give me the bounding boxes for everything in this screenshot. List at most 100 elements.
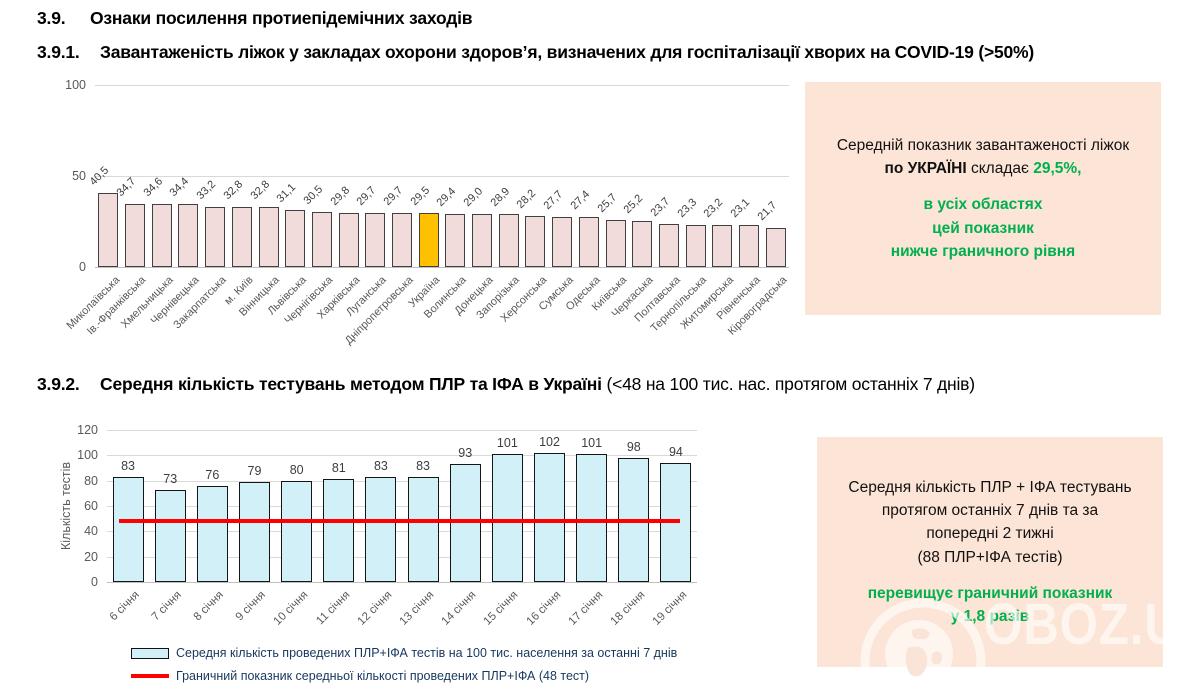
bar-highlight-ukraine — [418, 213, 439, 267]
value-label: 27,4 — [568, 188, 592, 213]
bar — [98, 193, 119, 267]
panel-conclusion: перевищує граничний показник у 1,8 разів — [817, 582, 1163, 629]
value-label: 28,9 — [488, 185, 512, 210]
gridline — [107, 582, 697, 583]
bar — [605, 220, 626, 267]
subsection-title-bold: Середня кількість тестувань методом ПЛР … — [100, 374, 602, 394]
summary-panel-beds: Середній показник завантаженості ліжок п… — [805, 82, 1161, 315]
value-label: 29,4 — [434, 184, 459, 209]
bar — [391, 212, 412, 267]
bar — [576, 454, 608, 582]
bar — [712, 224, 733, 267]
gridline — [95, 85, 789, 86]
subsection-heading-tests: 3.9.2. Середня кількість тестувань метод… — [37, 374, 975, 395]
subsection-title: Середня кількість тестувань методом ПЛР … — [100, 374, 975, 395]
bar — [578, 217, 599, 267]
bar — [685, 224, 706, 267]
gridline — [107, 430, 697, 431]
panel-text-block: Середня кількість ПЛР + ІФА тестувань пр… — [817, 476, 1163, 569]
legend-label: Граничний показник середньої кількості п… — [176, 669, 590, 683]
value-label: 23,1 — [728, 196, 753, 220]
value-label: 93 — [458, 446, 473, 461]
category-label: 19 січня — [650, 589, 690, 628]
category-label: 15 січня — [482, 589, 521, 628]
subsection-heading-beds: 3.9.1. Завантаженість ліжок у закладах о… — [37, 42, 1034, 63]
bar — [632, 221, 653, 267]
bar — [258, 207, 279, 267]
bar — [472, 214, 493, 267]
bar — [151, 204, 172, 267]
y-axis-title: Кількість тестів — [59, 461, 73, 551]
panel-line: цей показник — [932, 219, 1034, 237]
y-tick-label: 20 — [84, 549, 98, 564]
gridline — [107, 556, 697, 558]
section-heading: 3.9. Ознаки посилення протиепідемічних з… — [37, 8, 473, 29]
section-title: Ознаки посилення протиепідемічних заході… — [90, 8, 473, 28]
gridline — [107, 531, 697, 533]
y-tick-label: 50 — [72, 169, 86, 183]
tests-bar-chart: 0 20 40 60 80 100 120 83 6 січня 73 7 січня 76 8 січ… — [77, 423, 697, 628]
panel-line: перевищує граничний показник — [867, 584, 1113, 602]
bar — [205, 206, 226, 267]
y-tick-label: 60 — [84, 499, 98, 513]
value-label: 34,4 — [167, 175, 192, 200]
value-label: 21,7 — [755, 198, 779, 223]
panel-line: протягом останніх 7 днів та за — [881, 502, 1099, 519]
panel-line: у 1,8 разів — [950, 608, 1030, 625]
panel-line: складає — [966, 160, 1034, 178]
bar — [239, 481, 270, 582]
value-label: 94 — [668, 444, 683, 459]
category-label: 10 січня — [271, 589, 311, 628]
bar — [658, 223, 679, 267]
value-label: 29,8 — [328, 184, 352, 208]
value-label: 23,7 — [648, 195, 673, 219]
value-label: 29,0 — [461, 185, 486, 210]
bar — [765, 227, 786, 267]
bar — [338, 212, 359, 267]
value-label: 23,2 — [701, 196, 726, 220]
bar — [231, 207, 252, 267]
panel-line: нижче граничного рівня — [890, 242, 1076, 260]
y-tick-label: 0 — [91, 575, 98, 589]
y-tick-label: 100 — [77, 448, 98, 463]
category-label: 7 січня — [149, 589, 184, 624]
category-label: 14 січня — [439, 589, 479, 628]
bar — [311, 211, 332, 267]
bar — [323, 479, 355, 582]
panel-conclusion: в усіх областях цей показник нижче грани… — [805, 193, 1161, 263]
y-tick-label: 0 — [79, 260, 86, 274]
legend-line-swatch — [131, 674, 169, 678]
value-label: 23,3 — [675, 195, 699, 220]
value-label: 73 — [163, 471, 178, 486]
value-label: 25,7 — [595, 191, 619, 216]
panel-line: Середній показник завантаженості ліжок — [836, 136, 1130, 154]
value-label: 83 — [121, 458, 136, 473]
y-tick-label: 80 — [84, 473, 98, 488]
threshold-line — [119, 519, 680, 524]
value-label: 83 — [416, 458, 431, 473]
gridline — [95, 267, 789, 268]
category-label: 13 січня — [397, 589, 437, 628]
category-label: 16 січня — [524, 589, 563, 628]
panel-text-block: Середній показник завантаженості ліжок п… — [805, 134, 1161, 181]
value-label: 33,2 — [194, 177, 219, 202]
y-tick-label: 120 — [77, 423, 98, 437]
panel-line: (88 ПЛР+ІФА тестів) — [917, 548, 1063, 566]
value-label: 79 — [247, 463, 262, 478]
bar — [445, 213, 466, 267]
value-label: 29,7 — [381, 184, 406, 208]
value-label: 30,5 — [301, 182, 326, 207]
panel-line: попередні 2 тижні — [926, 525, 1054, 543]
chart-legend: Середня кількість проведених ПЛР+ІФА тес… — [131, 646, 677, 683]
value-label: 80 — [289, 462, 304, 477]
gridline — [95, 176, 789, 177]
bar — [112, 476, 144, 582]
bar — [178, 204, 199, 267]
value-label: 81 — [331, 461, 346, 476]
category-label: 6 січня — [107, 589, 142, 624]
category-label: 8 січня — [191, 589, 226, 624]
bar — [365, 212, 386, 267]
legend-bar-swatch — [131, 647, 169, 659]
section-number: 3.9. — [37, 8, 66, 28]
